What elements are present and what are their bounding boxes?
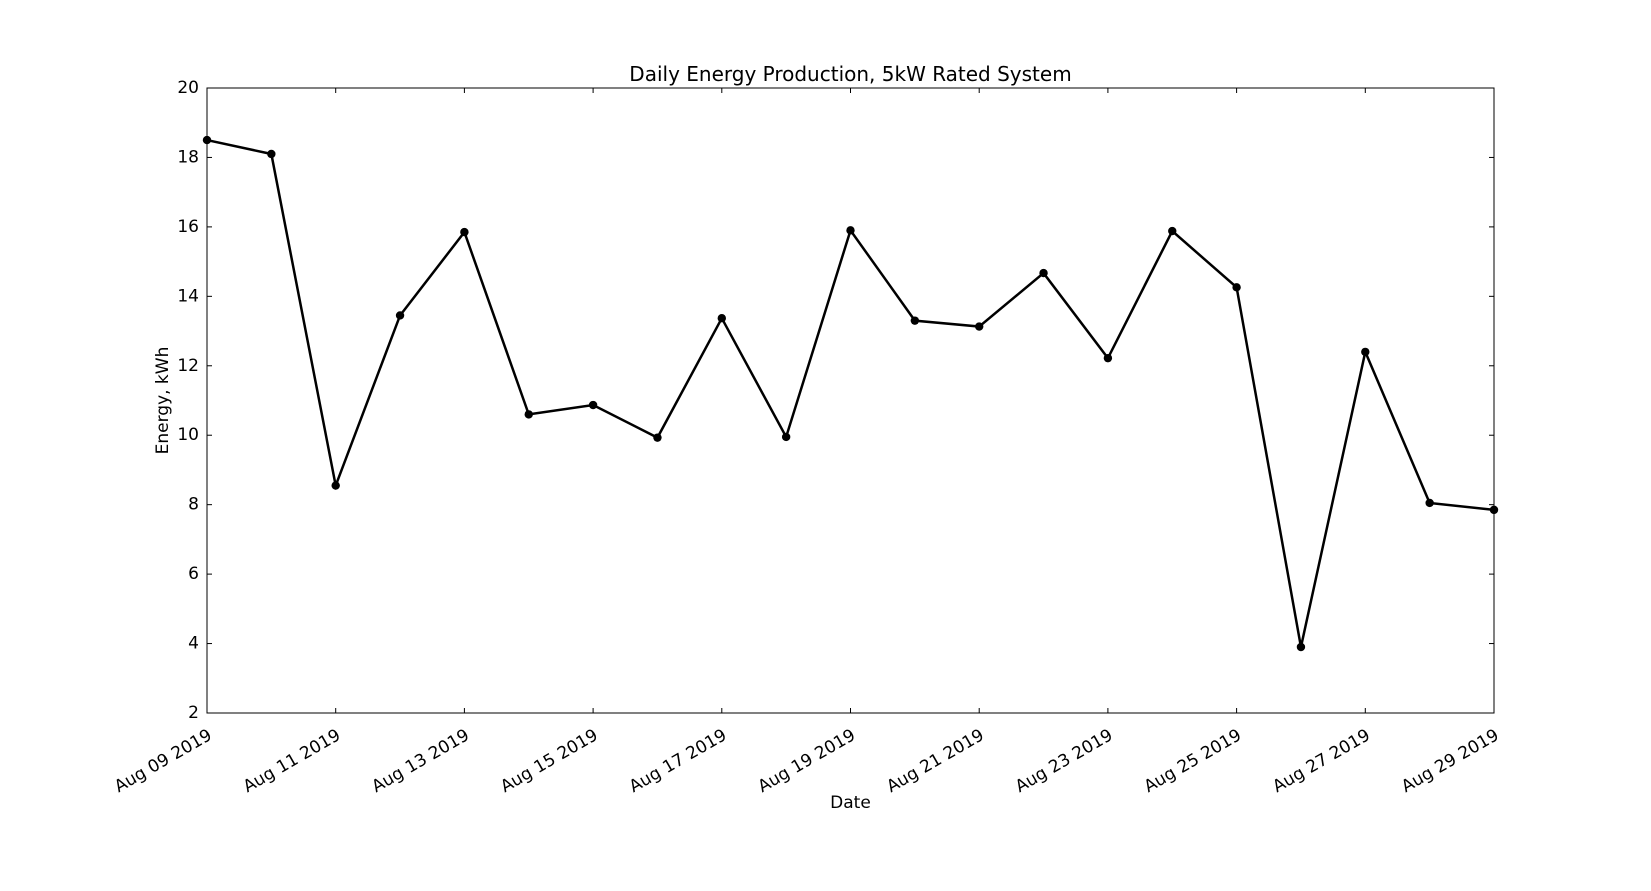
data-point [1296,642,1306,652]
x-tick-label: Aug 17 2019 [626,725,730,797]
data-point [653,433,662,442]
chart-title: Daily Energy Production, 5kW Rated Syste… [629,62,1071,86]
data-point [1425,498,1434,508]
y-tick-label: 14 [177,286,199,306]
x-tick-label: Aug 11 2019 [240,725,344,797]
data-point [910,316,920,325]
data-point [395,311,405,320]
x-tick-label: Aug 23 2019 [1012,725,1116,797]
x-tick-label: Aug 09 2019 [111,725,215,797]
data-point [1232,283,1241,292]
data-point [1039,268,1048,278]
y-tick-label: 4 [188,634,199,654]
x-tick-label: Aug 13 2019 [369,725,473,797]
y-tick-label: 2 [188,703,199,723]
series-line [206,138,1495,648]
y-axis-label: Energy, kWh [153,347,173,455]
data-point [1103,353,1113,363]
x-tick-label: Aug 19 2019 [755,725,859,797]
plot-content [202,135,1499,652]
y-tick-label: 6 [188,564,199,584]
data-point [331,481,340,490]
data-point [267,149,276,159]
y-tick-label: 18 [177,147,199,167]
x-tick-label: Aug 25 2019 [1141,725,1245,797]
data-point [846,226,855,235]
y-tick-label: 12 [177,356,199,376]
data-point [717,314,726,323]
data-point [975,322,984,331]
data-point [781,432,791,442]
y-tick-label: 16 [177,217,199,237]
x-tick-label: Aug 21 2019 [883,725,987,797]
x-tick-label: Aug 27 2019 [1269,725,1373,797]
y-tick-label: 20 [177,78,199,98]
y-tick-label: 10 [177,425,199,445]
data-point [1361,347,1370,357]
data-point [460,227,469,237]
plot-area-frame [206,87,1495,714]
x-tick-label: Aug 15 2019 [497,725,601,797]
axis-ticks: Aug 09 2019 Aug 11 2019 Aug 13 2019 Aug 15 … [111,78,1502,797]
data-point [1168,226,1177,236]
data-point [588,400,598,410]
data-point [524,410,533,419]
x-axis-label: Date [830,793,871,813]
x-tick-label: Aug 29 2019 [1398,725,1502,797]
y-tick-label: 8 [188,495,199,515]
